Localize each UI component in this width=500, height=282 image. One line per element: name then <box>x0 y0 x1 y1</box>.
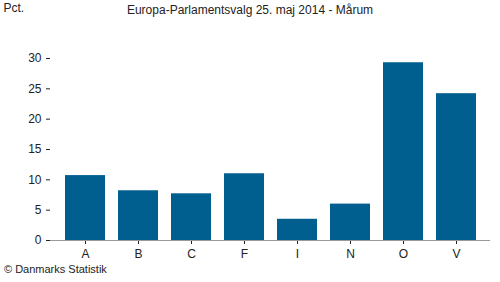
svg-text:C: C <box>187 247 196 261</box>
html-text:Europa-Parlamentsvalg 25. maj: Europa-Parlamentsvalg 25. maj 2014 - Mår… <box>126 3 374 17</box>
svg-text:B: B <box>134 247 142 261</box>
svg-text:10: 10 <box>28 173 42 187</box>
svg-text:O: O <box>399 247 408 261</box>
svg-text:5: 5 <box>35 203 42 217</box>
svg-text:15: 15 <box>28 142 42 156</box>
svg-text:I: I <box>296 247 299 261</box>
svg-text:V: V <box>452 247 460 261</box>
html-text:© Danmarks Statistik: © Danmarks Statistik <box>4 263 107 275</box>
svg-text:A: A <box>81 247 89 261</box>
svg-text:F: F <box>241 247 248 261</box>
svg-text:0: 0 <box>35 233 42 247</box>
svg-text:Pct.: Pct. <box>4 1 25 15</box>
svg-text:N: N <box>346 247 355 261</box>
svg-text:25: 25 <box>28 82 42 96</box>
svg-text:30: 30 <box>28 51 42 65</box>
svg-text:20: 20 <box>28 112 42 126</box>
